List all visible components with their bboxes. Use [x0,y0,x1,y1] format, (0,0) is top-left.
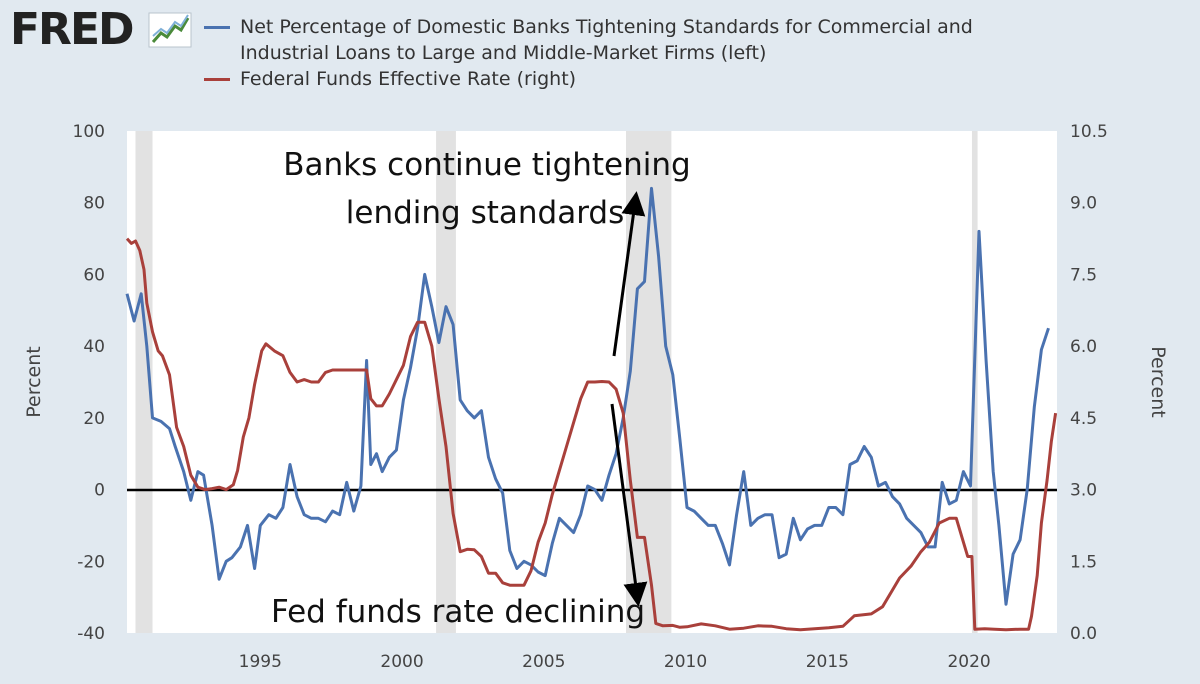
fred-logo-graph-icon [148,12,192,48]
annotation-arrow-down [610,403,648,607]
left-tick-label-4: 40 [83,337,105,357]
chart-legend: Net Percentage of Domestic Banks Tighten… [204,14,1104,92]
series-lines [125,186,1058,632]
legend-label-series-1-line-1: Net Percentage of Domestic Banks Tighten… [240,16,973,38]
right-tick-label-5: 7.5 [1070,265,1097,285]
left-tick-label-7: 100 [73,122,105,142]
fred-logo: FRED [8,6,193,54]
series-line-1 [125,186,1050,606]
legend-item-series-1: Net Percentage of Domestic Banks Tighten… [204,14,1104,66]
x-tick-label-0: 1995 [239,652,282,672]
recession-band-1 [436,131,456,633]
legend-label-series-2-line-1: Federal Funds Effective Rate (right) [240,68,577,90]
right-axis-ticks: 0.0 1.5 3.0 4.5 6.0 7.5 9.0 10.5 [1070,122,1108,644]
x-axis-ticks: 1995 2000 2005 2010 2015 2020 [239,652,991,672]
annotation-arrow-up [612,191,646,357]
legend-swatch-series-2 [204,78,230,81]
x-tick-label-5: 2020 [947,652,990,672]
legend-swatch-series-1 [204,26,230,29]
legend-item-series-2: Federal Funds Effective Rate (right) [204,66,1104,92]
right-tick-label-3: 4.5 [1070,409,1097,429]
right-tick-label-7: 10.5 [1070,122,1108,142]
right-tick-label-2: 3.0 [1070,481,1097,501]
x-tick-label-4: 2015 [806,652,849,672]
left-axis-ticks: -40 -20 0 20 40 60 80 100 [73,122,105,644]
left-tick-label-1: -20 [77,552,105,572]
series-line-2 [125,237,1058,632]
right-tick-label-1: 1.5 [1070,552,1097,572]
legend-label-series-1-line-2: Industrial Loans to Large and Middle-Mar… [240,42,767,64]
x-tick-label-3: 2010 [664,652,707,672]
right-tick-label-4: 6.0 [1070,337,1097,357]
fred-logo-text: FRED [10,4,135,55]
annotation-fed-funds: Fed funds rate declining [271,594,645,630]
right-tick-label-0: 0.0 [1070,624,1097,644]
left-tick-label-2: 0 [94,481,105,501]
right-axis-title: Percent [1147,346,1169,418]
left-tick-label-3: 20 [83,409,105,429]
x-tick-label-1: 2000 [380,652,423,672]
left-tick-label-0: -40 [77,624,105,644]
left-axis-title: Percent [23,346,45,418]
left-tick-label-5: 60 [83,265,105,285]
left-tick-label-6: 80 [83,194,105,214]
right-tick-label-6: 9.0 [1070,194,1097,214]
annotation-tightening-line-1: Banks continue tightening [283,147,690,183]
x-tick-label-2: 2005 [522,652,565,672]
annotation-tightening-line-2: lending standards [346,195,624,231]
